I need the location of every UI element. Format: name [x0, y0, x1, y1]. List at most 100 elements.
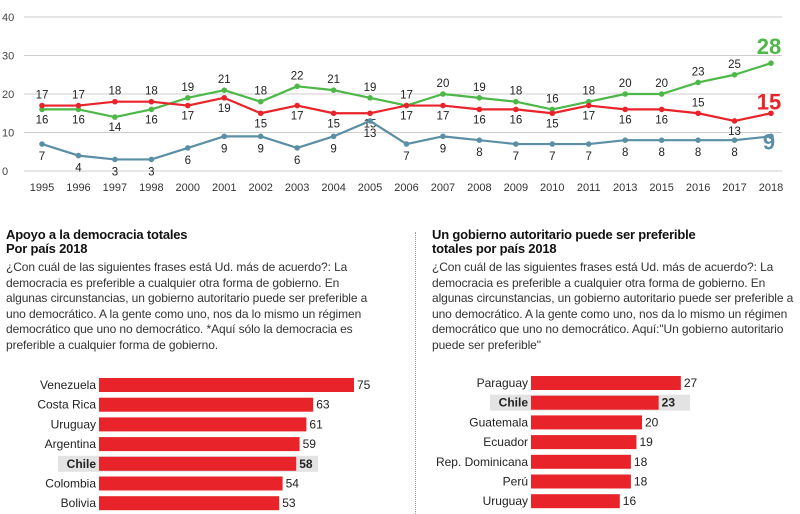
value-label: 16: [509, 114, 522, 126]
value-label: 19: [364, 82, 377, 94]
data-point: [585, 141, 592, 147]
bar-value-label: 53: [282, 496, 296, 510]
bar-value-label: 54: [286, 477, 300, 491]
data-point: [112, 156, 118, 163]
value-label: 19: [218, 103, 231, 115]
value-label: 25: [728, 59, 741, 71]
value-label: 18: [254, 86, 267, 98]
bar: [99, 417, 307, 432]
value-label: 17: [36, 90, 49, 102]
category-label: Bolivia: [61, 496, 97, 510]
bar: [531, 435, 637, 450]
category-label: Ecuador: [483, 435, 528, 449]
value-label: 15: [546, 118, 559, 130]
data-point: [731, 118, 738, 124]
data-point: [658, 137, 665, 143]
value-label: 13: [364, 128, 377, 140]
y-tick-label: 30: [2, 51, 14, 63]
value-label: 8: [731, 147, 737, 159]
x-tick-label: 1995: [30, 182, 54, 194]
value-label: 9: [221, 143, 227, 155]
data-point: [257, 110, 264, 117]
value-label: 20: [437, 78, 450, 90]
data-point: [367, 110, 373, 117]
x-tick-label: 2004: [321, 182, 345, 194]
y-tick-label: 0: [2, 166, 8, 178]
bar: [531, 376, 681, 390]
data-point: [39, 102, 45, 109]
bar-value-label: 27: [684, 376, 698, 390]
value-label: 9: [330, 143, 336, 155]
data-point: [148, 106, 155, 113]
data-point: [221, 87, 228, 93]
value-label: 14: [109, 122, 122, 134]
bar-value-label: 16: [623, 494, 637, 508]
bar-value-label: 19: [639, 435, 653, 449]
left-panel: Apoyo a la democracia totales Por país 2…: [6, 228, 376, 353]
bar-value-label: 61: [309, 417, 323, 431]
bar-value-label: 20: [645, 415, 659, 429]
value-label: 17: [400, 111, 413, 123]
value-label: 15: [254, 118, 267, 130]
value-label: 9: [440, 143, 446, 155]
value-label: 13: [728, 126, 741, 138]
category-label: Rep. Dominicana: [436, 455, 528, 469]
value-label: 3: [112, 166, 118, 178]
data-point: [513, 106, 519, 113]
data-point: [585, 98, 592, 105]
x-tick-label: 2000: [176, 182, 200, 194]
data-point: [221, 133, 228, 140]
data-point: [330, 87, 337, 93]
data-point: [695, 137, 701, 143]
x-tick-label: 1998: [139, 182, 163, 194]
value-label: 15: [692, 97, 705, 109]
data-point: [112, 98, 118, 105]
category-label: Costa Rica: [37, 398, 96, 412]
data-point: [75, 152, 82, 159]
right-panel: Un gobierno autoritario puede ser prefer…: [432, 228, 800, 353]
data-point: [476, 95, 483, 101]
panel-divider: [415, 232, 416, 514]
data-point: [148, 98, 155, 105]
bar: [99, 437, 300, 452]
data-point: [585, 102, 592, 109]
data-point: [75, 102, 82, 109]
value-label: 17: [582, 111, 595, 123]
value-label: 18: [582, 86, 595, 98]
x-tick-label: 2008: [467, 182, 491, 194]
data-point: [549, 141, 556, 147]
x-tick-label: 2015: [649, 182, 673, 194]
left-panel-title-line-2: Por país 2018: [6, 241, 88, 256]
data-point: [403, 141, 410, 147]
data-point: [513, 98, 519, 105]
data-point: [768, 133, 774, 140]
x-tick-label: 2017: [722, 182, 746, 194]
data-point: [39, 106, 45, 113]
bar: [531, 494, 620, 509]
data-point: [476, 106, 483, 113]
category-label: Colombia: [45, 477, 96, 491]
data-point: [185, 145, 191, 151]
value-label: 17: [181, 111, 194, 123]
bar: [531, 474, 631, 489]
value-label: 22: [291, 70, 304, 82]
value-label: 18: [109, 86, 122, 98]
x-tick-label: 1996: [66, 182, 90, 194]
y-tick-label: 20: [2, 89, 14, 101]
end-value-label: 9: [763, 129, 775, 154]
data-point: [330, 110, 337, 117]
category-label: Uruguay: [51, 417, 96, 431]
bar-value-label: 18: [634, 455, 648, 469]
value-label: 20: [655, 78, 668, 90]
bar-value-label: 58: [299, 457, 313, 471]
value-label: 17: [400, 90, 413, 102]
value-label: 19: [181, 82, 194, 94]
x-tick-label: 2009: [504, 182, 528, 194]
data-point: [294, 83, 300, 90]
category-label: Chile: [67, 457, 97, 471]
data-point: [731, 71, 738, 78]
value-label: 17: [437, 111, 450, 123]
x-tick-label: 2002: [248, 182, 272, 194]
x-tick-label: 2016: [686, 182, 710, 194]
